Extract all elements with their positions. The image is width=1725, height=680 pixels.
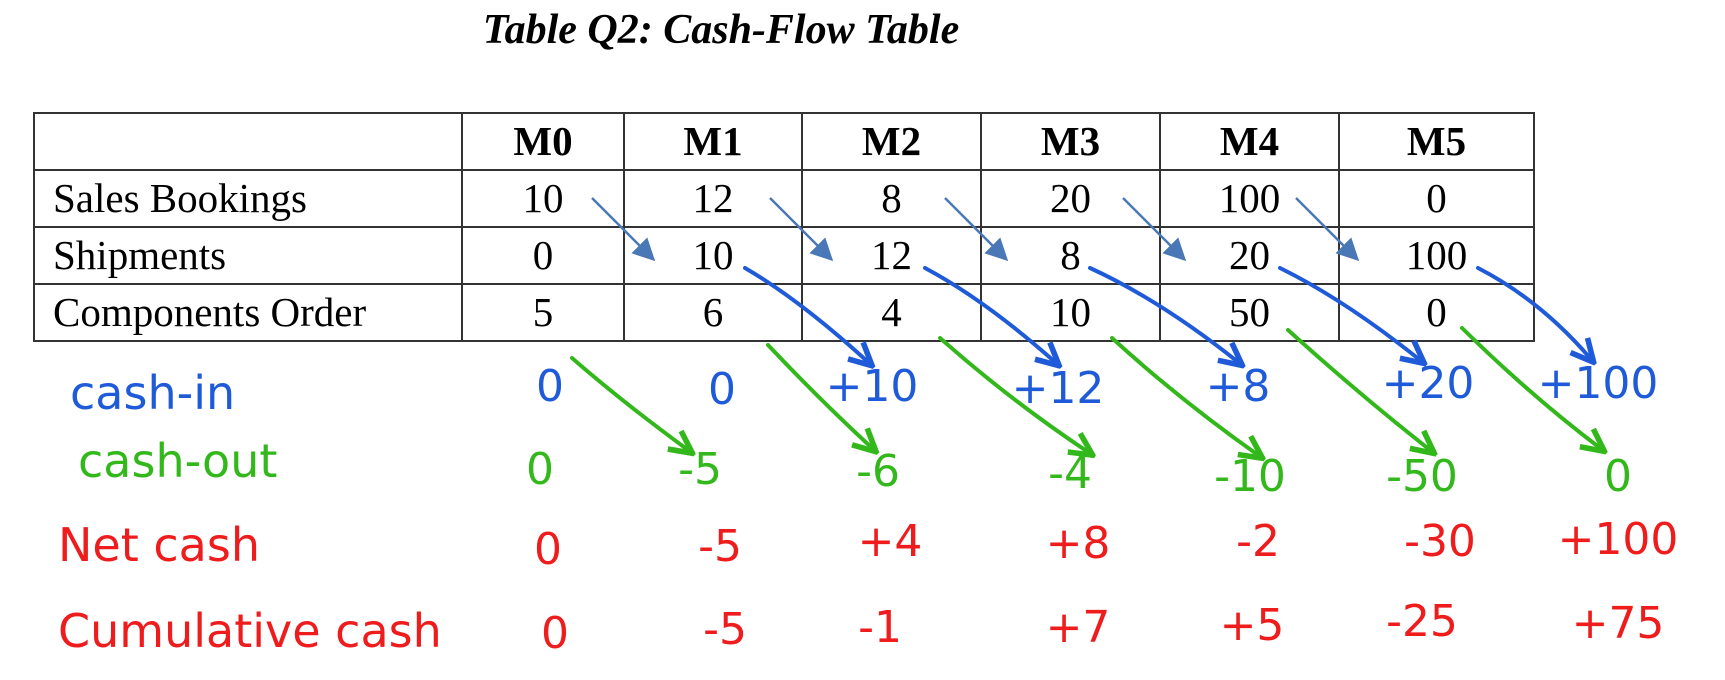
table-cell: 0: [1338, 283, 1535, 342]
cash-in-value: 0: [708, 364, 736, 415]
table-cell: 8: [801, 169, 982, 228]
cash-out-value: -6: [856, 446, 900, 497]
cumulative-cash-value: -1: [858, 602, 902, 653]
cash-in-value: +20: [1381, 358, 1475, 409]
net-cash-label: Net cash: [58, 518, 260, 572]
cash-in-value: +8: [1205, 361, 1271, 412]
row-label: Sales Bookings: [33, 169, 463, 228]
order-to-cash-out-arrows: [570, 326, 1600, 455]
net-cash-value: -30: [1404, 516, 1476, 567]
net-cash-value: 0: [534, 524, 562, 575]
row-label: Shipments: [33, 226, 463, 285]
cumulative-cash-value: 0: [541, 608, 569, 659]
header-m2: M2: [801, 112, 982, 171]
cash-in-label: cash-in: [70, 366, 236, 420]
cumulative-cash-value: +7: [1045, 602, 1111, 653]
table-cell: 6: [623, 283, 803, 342]
table-cell: 5: [461, 283, 625, 342]
header-m5: M5: [1338, 112, 1535, 171]
cumulative-cash-value: +5: [1219, 600, 1285, 651]
header-m4: M4: [1159, 112, 1340, 171]
cash-out-value: -5: [678, 444, 722, 495]
table-cell: 10: [461, 169, 625, 228]
shipment-to-cash-in-arrows: [743, 266, 1590, 362]
cumulative-cash-value: -5: [703, 604, 747, 655]
cumulative-cash-label: Cumulative cash: [58, 604, 442, 658]
net-cash-value: -2: [1236, 516, 1280, 567]
row-label: Components Order: [33, 283, 463, 342]
cash-out-label: cash-out: [78, 434, 278, 488]
table-cell: 12: [623, 169, 803, 228]
net-cash-value: +4: [857, 516, 923, 567]
net-cash-value: +8: [1045, 518, 1111, 569]
table-cell: 100: [1159, 169, 1340, 228]
table-cell: 50: [1159, 283, 1340, 342]
table-cell: 20: [980, 169, 1161, 228]
table-row-sales-bookings: Sales Bookings 10 12 8 20 100 0: [33, 169, 1535, 228]
header-m1: M1: [623, 112, 803, 171]
cash-out-value: -4: [1048, 448, 1092, 499]
header-m3: M3: [980, 112, 1161, 171]
cumulative-cash-value: +75: [1571, 598, 1665, 649]
table-cell: 8: [980, 226, 1161, 285]
table-cell: 0: [461, 226, 625, 285]
cash-in-value: +12: [1011, 363, 1105, 414]
table-cell: 100: [1338, 226, 1535, 285]
table-title: Table Q2: Cash-Flow Table: [482, 7, 960, 53]
table-header-row: M0 M1 M2 M3 M4 M5: [33, 112, 1535, 171]
cash-in-value: 0: [536, 361, 564, 412]
cash-in-value: +100: [1537, 358, 1659, 409]
table-cell: 0: [1338, 169, 1535, 228]
table-cell: 10: [980, 283, 1161, 342]
cash-out-value: 0: [526, 444, 554, 495]
header-corner-cell: [33, 112, 463, 171]
table-row-shipments: Shipments 0 10 12 8 20 100: [33, 226, 1535, 285]
net-cash-value: -5: [698, 521, 742, 572]
cash-out-value: -50: [1386, 451, 1458, 502]
header-m0: M0: [461, 112, 625, 171]
net-cash-value: +100: [1557, 514, 1679, 565]
table-cell: 20: [1159, 226, 1340, 285]
cumulative-cash-value: -25: [1386, 596, 1458, 647]
table-row-components-order: Components Order 5 6 4 10 50 0: [33, 283, 1535, 342]
cash-out-value: -10: [1214, 451, 1286, 502]
cash-flow-table: M0 M1 M2 M3 M4 M5 Sales Bookings 10 12 8…: [33, 112, 1535, 342]
cash-out-value: 0: [1604, 451, 1632, 502]
booking-to-shipment-arrows: [591, 197, 1360, 262]
cash-in-value: +10: [825, 361, 919, 412]
